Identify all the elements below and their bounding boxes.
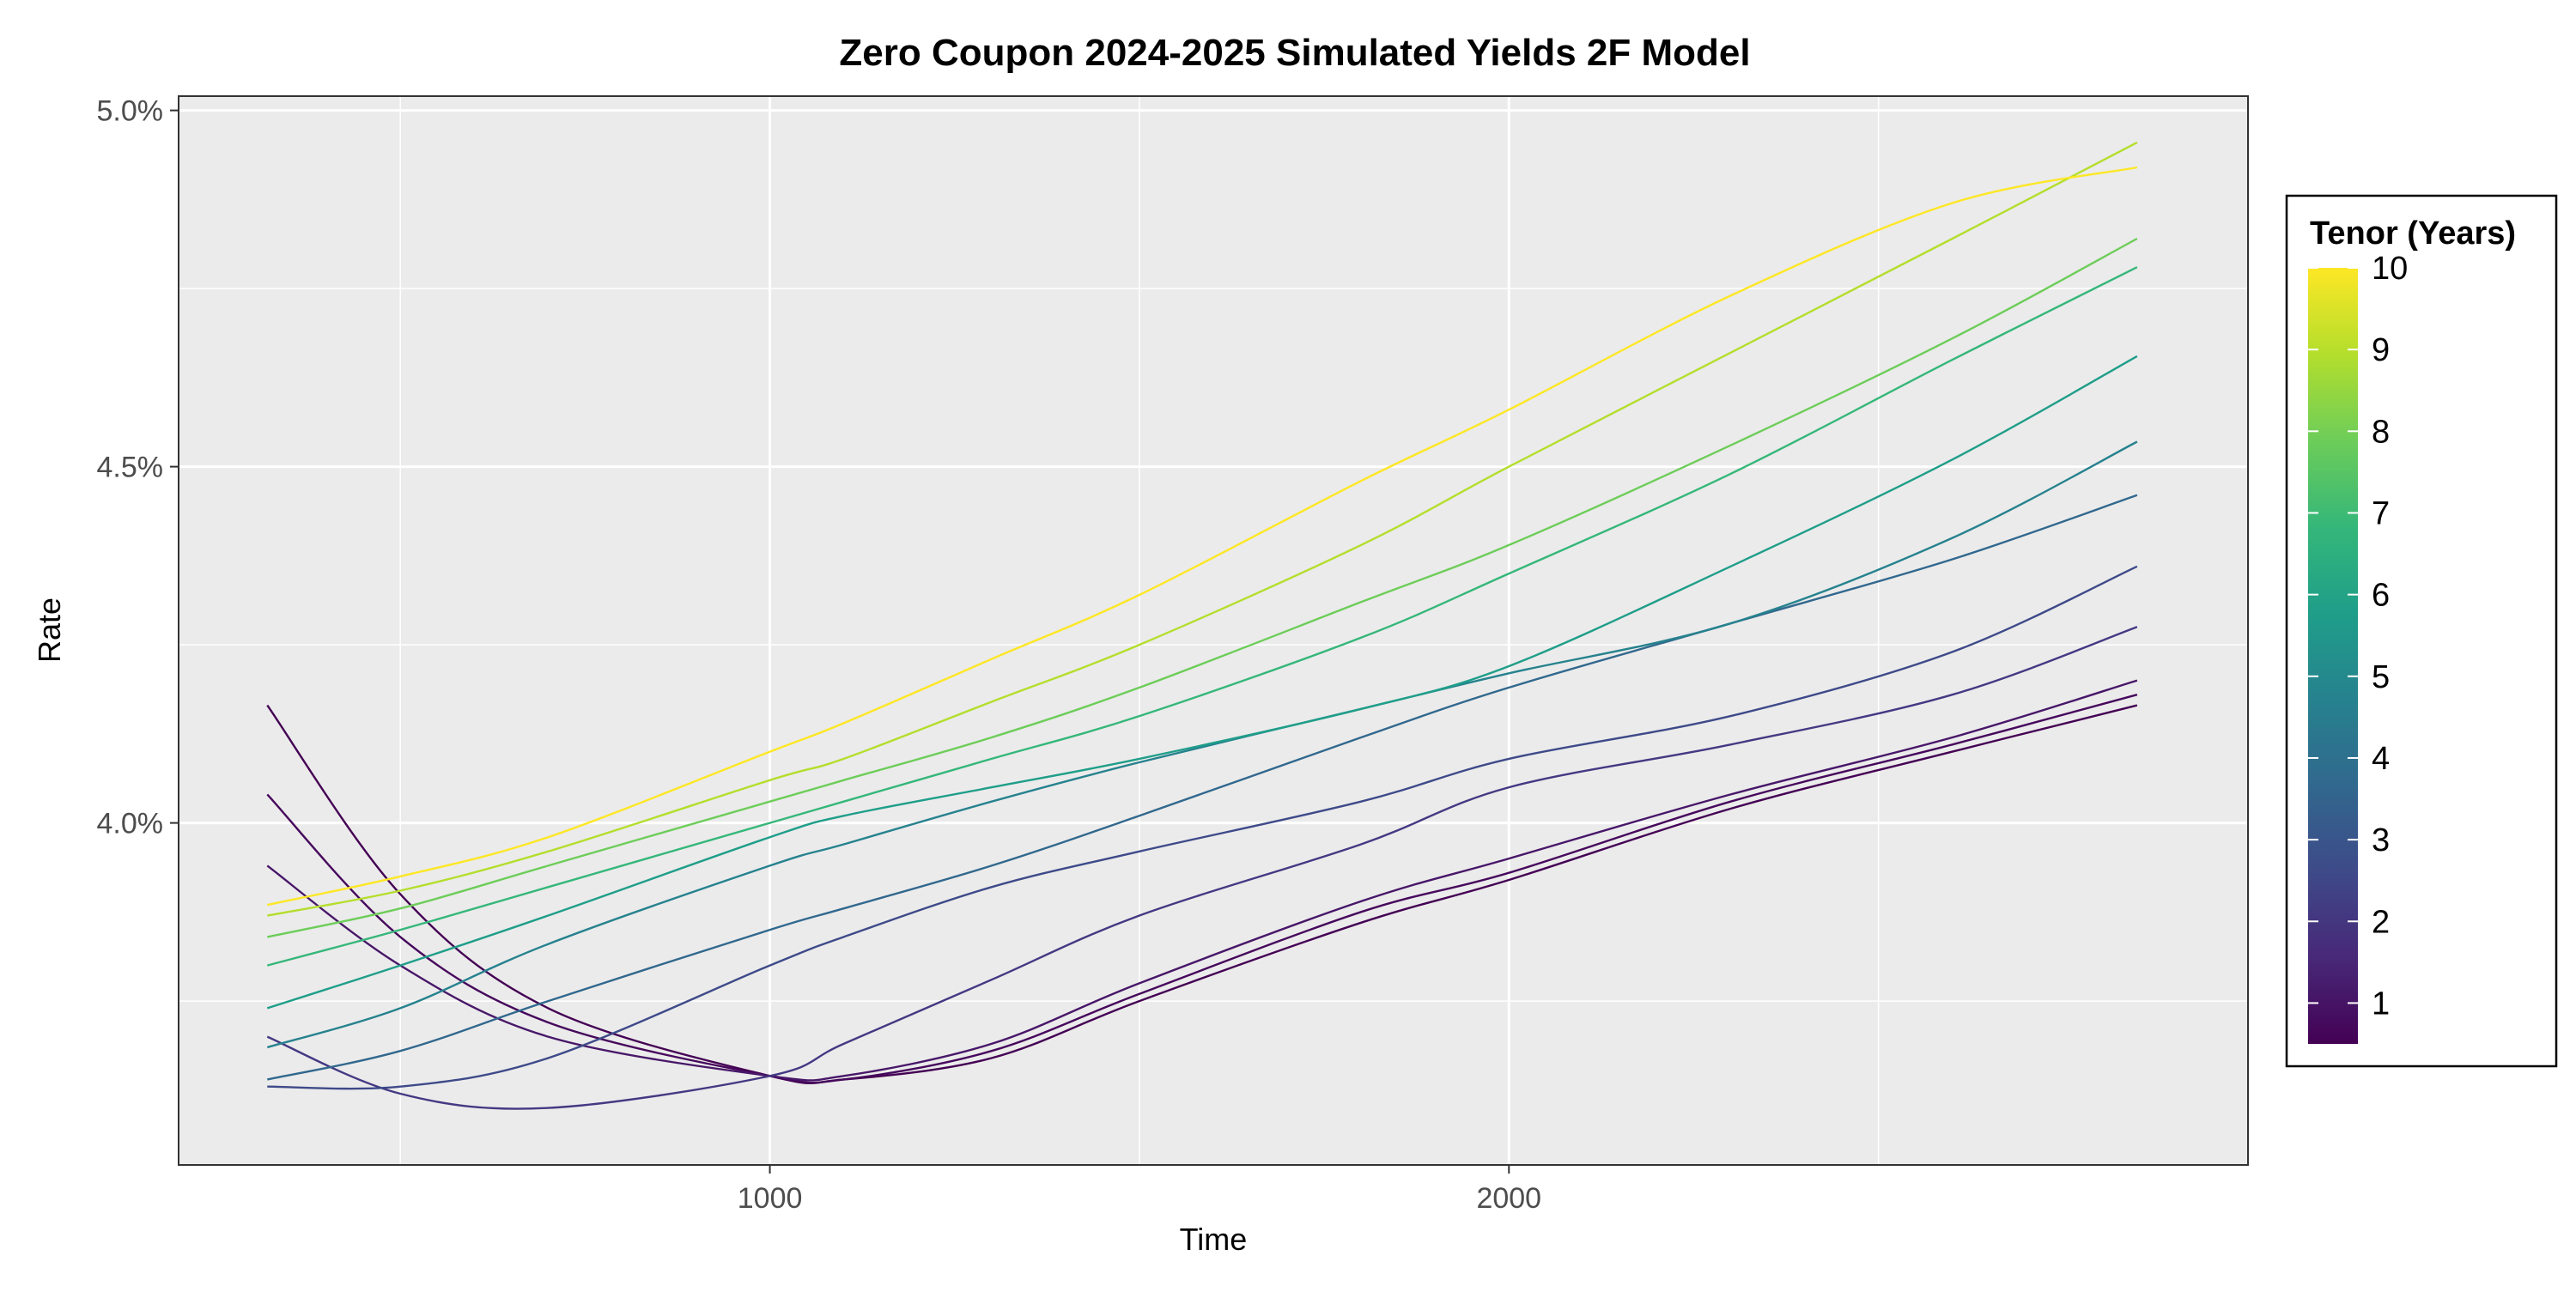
series-line-tenor-10 bbox=[267, 166, 2138, 907]
legend-tick-label: 10 bbox=[2372, 251, 2408, 287]
x-axis-title: Time bbox=[1180, 1222, 1248, 1257]
y-axis-title: Rate bbox=[32, 597, 67, 663]
legend-tick-label: 7 bbox=[2372, 495, 2390, 531]
legend-tick-label: 2 bbox=[2372, 904, 2390, 940]
y-tick-label: 4.5% bbox=[97, 452, 164, 484]
major-gridlines bbox=[179, 96, 2248, 1165]
series-line-tenor-6 bbox=[266, 355, 2138, 1010]
plot-border bbox=[178, 95, 2249, 1166]
legend: Tenor (Years) 1 2 3 4 5 6 7 8 9 10 bbox=[2285, 194, 2558, 1068]
legend-tick-label: 4 bbox=[2372, 741, 2390, 777]
series-line-tenor-1-5 bbox=[266, 679, 2138, 1082]
legend-tick-label: 1 bbox=[2372, 986, 2390, 1022]
legend-tick-label: 3 bbox=[2372, 822, 2390, 858]
series-line-tenor-0-5 bbox=[266, 704, 2138, 1085]
series-line-tenor-2 bbox=[266, 626, 2138, 1110]
chart-title: Zero Coupon 2024-2025 Simulated Yields 2… bbox=[839, 32, 1750, 74]
y-axis-ticks: 4.0% 4.5% 5.0% bbox=[97, 95, 179, 840]
x-axis-ticks: 1000 2000 bbox=[738, 1165, 1541, 1215]
series-line-tenor-8 bbox=[267, 237, 2138, 938]
y-tick-label: 4.0% bbox=[97, 808, 164, 840]
legend-tick-label: 8 bbox=[2372, 414, 2390, 450]
minor-gridlines bbox=[179, 96, 2248, 1165]
y-tick-label: 5.0% bbox=[97, 95, 164, 128]
legend-colorbar bbox=[2308, 268, 2358, 1044]
series-line-tenor-5 bbox=[266, 440, 2138, 1049]
x-tick-label: 2000 bbox=[1476, 1182, 1541, 1215]
series-line-tenor-7 bbox=[266, 266, 2138, 967]
legend-tick-label: 9 bbox=[2372, 332, 2390, 368]
series-line-tenor-3 bbox=[267, 565, 2138, 1090]
x-tick-label: 1000 bbox=[738, 1182, 803, 1215]
series-line-tenor-9 bbox=[267, 141, 2138, 917]
plot-panel bbox=[179, 96, 2248, 1165]
legend-ticks: 1 2 3 4 5 6 7 8 9 10 bbox=[2308, 251, 2408, 1022]
legend-title: Tenor (Years) bbox=[2310, 215, 2516, 252]
series-line-tenor-4 bbox=[267, 494, 2138, 1081]
legend-tick-label: 5 bbox=[2372, 659, 2390, 695]
legend-tick-label: 6 bbox=[2372, 578, 2390, 614]
series-lines bbox=[266, 141, 2138, 1110]
